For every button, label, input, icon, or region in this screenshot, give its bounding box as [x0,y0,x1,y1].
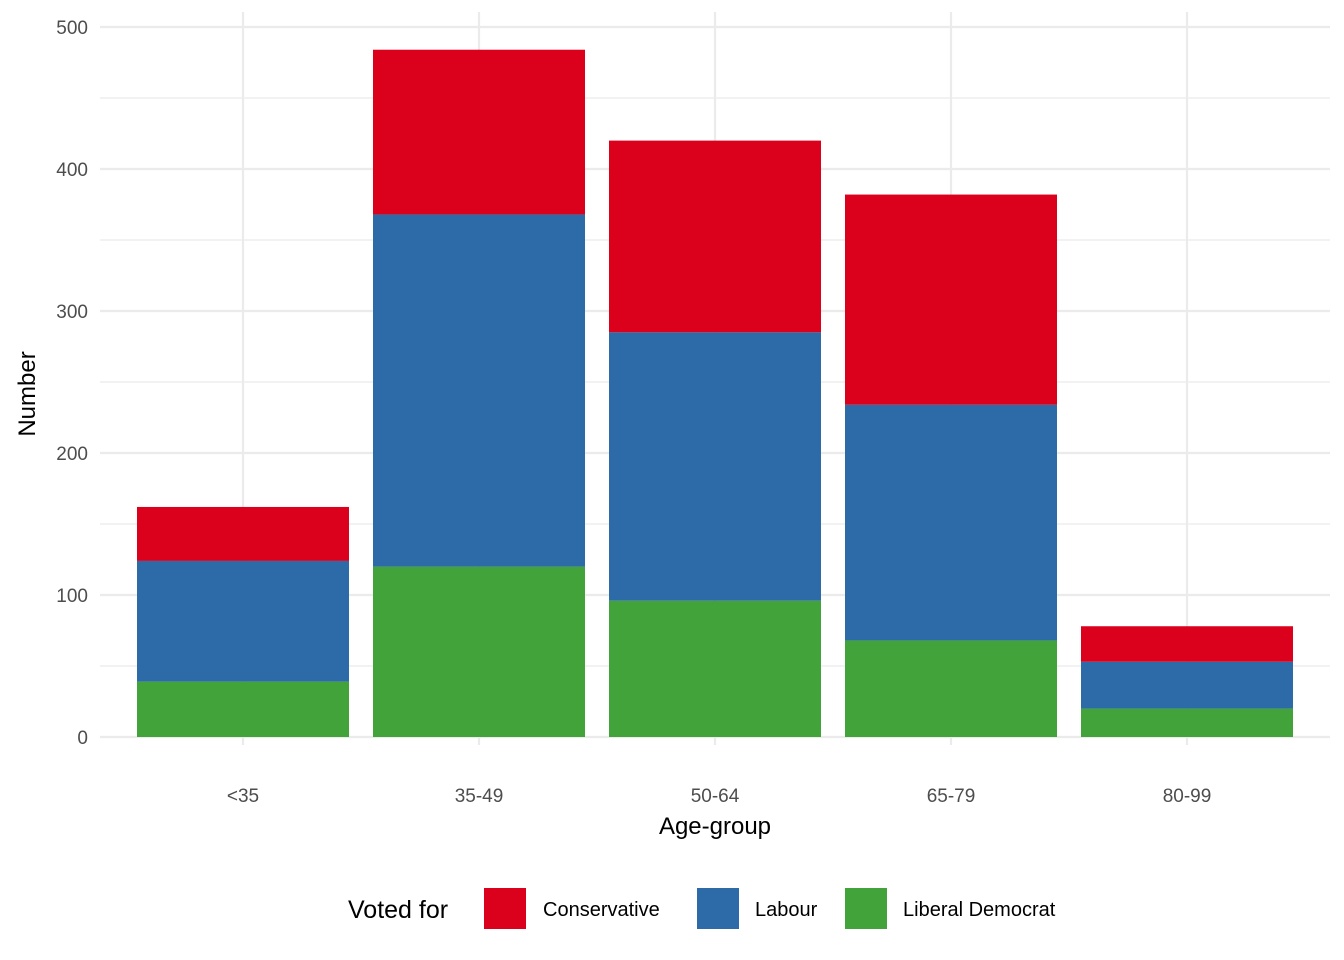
bars [137,49,1293,737]
legend-item-conservative: Conservative [484,888,660,929]
bar-segment-liberal-democrat [845,640,1057,737]
y-tick-label: 100 [56,586,88,607]
y-axis-title: Number [14,351,41,436]
y-tick-label: 400 [56,160,88,181]
y-tick-label: 300 [56,302,88,323]
x-tick-label: 50-64 [691,786,740,807]
y-axis-ticks: 0 100 200 300 400 500 [56,18,88,749]
bar-segment-liberal-democrat [609,600,821,737]
x-tick-label: 80-99 [1163,786,1212,807]
legend-label-conservative: Conservative [543,899,660,921]
y-tick-label: 0 [77,728,88,749]
legend-key-liberal-democrat [845,888,887,929]
bar-segment-conservative [1081,626,1293,662]
bar-segment-conservative [609,140,821,333]
legend-key-conservative [484,888,526,929]
bar-segment-labour [609,332,821,601]
bar-segment-conservative [137,506,349,561]
legend-label-labour: Labour [755,899,818,921]
bar-segment-liberal-democrat [1081,708,1293,737]
legend: Voted for Conservative Labour Liberal Demo… [348,888,1056,929]
bar-segment-liberal-democrat [137,681,349,737]
bar-segment-liberal-democrat [373,566,585,737]
legend-title: Voted for [348,896,448,924]
x-axis-ticks: <35 35-49 50-64 65-79 80-99 [227,786,1211,807]
x-tick-label: 35-49 [455,786,504,807]
y-tick-label: 200 [56,444,88,465]
bar-segment-labour [137,560,349,682]
x-tick-label: 65-79 [927,786,976,807]
bar-segment-labour [1081,661,1293,709]
legend-item-liberal-democrat: Liberal Democrat [845,888,1056,929]
bar-segment-labour [373,214,585,567]
bar-segment-conservative [373,49,585,215]
legend-item-labour: Labour [697,888,818,929]
legend-key-labour [697,888,739,929]
legend-label-liberal-democrat: Liberal Democrat [903,899,1056,921]
legend-items: Conservative Labour Liberal Democrat [484,888,1056,929]
bar-segment-labour [845,404,1057,641]
y-tick-label: 500 [56,18,88,39]
x-axis-title: Age-group [659,813,771,840]
bar-segment-conservative [845,194,1057,405]
x-tick-label: <35 [227,786,259,807]
